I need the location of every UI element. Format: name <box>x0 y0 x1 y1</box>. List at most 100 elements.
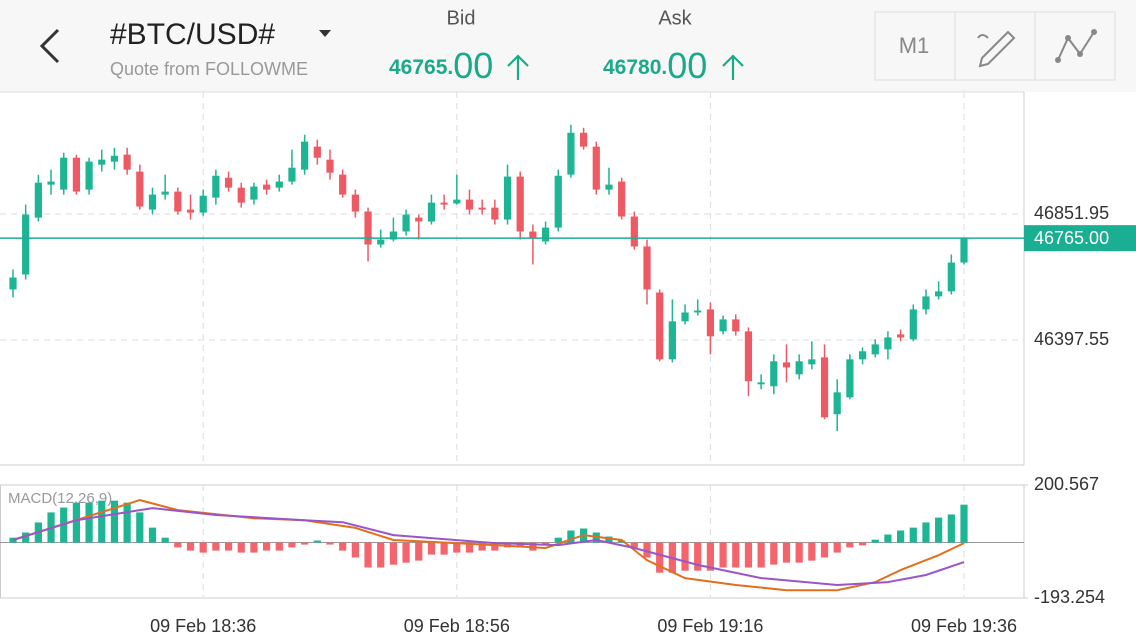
candle-body <box>770 361 778 387</box>
bid-price-pip: 00 <box>453 45 493 86</box>
candle-body <box>757 382 765 385</box>
candle-body <box>719 319 727 332</box>
current-price-box <box>1024 225 1136 252</box>
macd-bar <box>947 514 955 543</box>
macd-bar <box>897 530 905 543</box>
macd-tick-label: -193.254 <box>1034 587 1105 607</box>
candle-body <box>935 291 943 297</box>
candle-body <box>808 359 816 365</box>
candle-body <box>554 175 562 228</box>
candle-body <box>592 146 600 190</box>
macd-bar <box>148 527 157 543</box>
indicator-icon-dot <box>1091 29 1097 35</box>
candle-body <box>199 195 207 213</box>
macd-bar <box>275 542 283 551</box>
macd-bar <box>656 542 664 573</box>
candle-body <box>85 161 93 190</box>
macd-bar <box>795 542 803 563</box>
macd-bar <box>909 527 917 543</box>
price-tick-label: 46397.55 <box>1034 329 1109 349</box>
candle-body <box>275 181 283 188</box>
candle-body <box>440 202 448 205</box>
quote-source: Quote from FOLLOWME <box>110 59 308 79</box>
candle-body <box>478 207 486 210</box>
bid-price: 46765.00 <box>389 45 493 86</box>
macd-bar <box>871 539 879 543</box>
macd-bar <box>694 542 702 571</box>
candle-body <box>947 262 955 292</box>
macd-bar <box>630 542 638 548</box>
candle-body <box>263 184 271 190</box>
candle-body <box>415 217 423 222</box>
macd-bar <box>605 536 613 543</box>
candle-body <box>136 171 144 207</box>
macd-bar <box>415 542 423 561</box>
ask-label: Ask <box>658 7 692 29</box>
macd-bar <box>224 542 233 551</box>
candle-body <box>377 239 385 245</box>
time-label: 09 Feb 19:36 <box>911 616 1017 636</box>
candle-body <box>339 174 347 195</box>
symbol[interactable]: #BTC/USD# <box>110 18 275 51</box>
bid-label: Bid <box>447 7 476 29</box>
candle-body <box>833 392 841 415</box>
candle-body <box>897 334 905 338</box>
price-tick-label: 46851.95 <box>1034 203 1109 223</box>
macd-bar <box>719 542 727 568</box>
draw-tool-button[interactable] <box>977 30 1016 68</box>
macd-bar <box>770 542 778 565</box>
macd-bar <box>22 532 30 543</box>
ask-price-pip: 00 <box>667 45 707 86</box>
macd-bar <box>491 542 499 551</box>
macd-bar <box>478 542 486 551</box>
indicator-button[interactable] <box>1057 31 1095 61</box>
candle-body <box>820 357 829 418</box>
candle-body <box>465 199 474 210</box>
candle-body <box>706 309 714 337</box>
macd-bar <box>757 542 765 568</box>
candle-body <box>288 167 296 182</box>
candle-body <box>60 157 68 190</box>
time-label: 09 Feb 19:16 <box>657 616 763 636</box>
ask-up-arrow <box>722 54 744 80</box>
candle-body <box>123 154 131 170</box>
macd-bar <box>960 504 968 543</box>
macd-bar <box>364 542 372 568</box>
candle-body <box>98 159 106 165</box>
macd-bar <box>199 542 207 553</box>
candle-body <box>922 296 930 310</box>
candle-body <box>364 211 372 245</box>
macd-bar <box>643 542 651 558</box>
candle-body <box>351 194 359 212</box>
macd-bar <box>237 542 245 553</box>
candle-body <box>224 177 233 188</box>
candle-body <box>148 194 157 210</box>
candle-body <box>250 186 258 200</box>
candle-body <box>630 216 638 247</box>
candle-body <box>541 227 550 242</box>
candle-body <box>186 209 195 213</box>
candle-body <box>503 176 512 220</box>
macd-bar <box>516 542 524 548</box>
macd-bar <box>72 502 80 543</box>
candle-body <box>656 292 664 360</box>
macd-bar <box>820 542 829 558</box>
candle-body <box>389 231 397 240</box>
macd-bar <box>339 542 347 551</box>
macd-bar <box>9 537 17 543</box>
bid-up-arrow <box>507 54 529 80</box>
macd-bar <box>732 542 740 568</box>
macd-bar <box>136 512 144 543</box>
symbol-dropdown[interactable] <box>319 30 331 37</box>
macd-bar <box>833 542 841 553</box>
back-button[interactable] <box>39 28 60 64</box>
current-price-label: 46765.00 <box>1034 228 1109 248</box>
candle-body <box>212 175 220 198</box>
macd-bar <box>440 542 448 555</box>
timeframe-button[interactable]: M1 <box>899 33 930 58</box>
candle-body <box>871 344 879 355</box>
macd-bar <box>313 540 321 543</box>
macd-tick-label: 200.567 <box>1034 474 1099 494</box>
candle-body <box>909 309 917 340</box>
macd-bar <box>174 542 182 548</box>
